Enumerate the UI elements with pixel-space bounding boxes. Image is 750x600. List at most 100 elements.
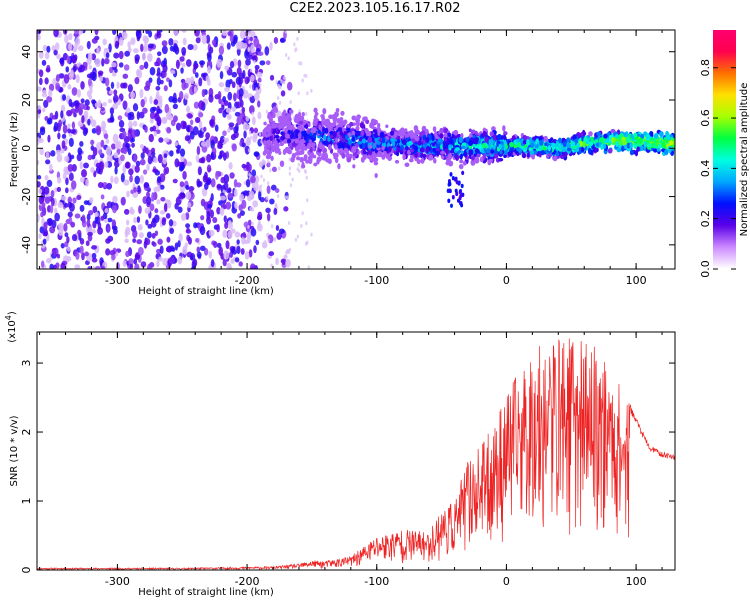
- heatmap-cell: [552, 155, 558, 162]
- heatmap-cell: [81, 214, 86, 224]
- colorbar-swatch: [713, 41, 736, 45]
- heatmap-cell: [122, 260, 127, 267]
- heatmap-cell: [251, 111, 254, 116]
- heatmap-cell: [248, 172, 251, 177]
- heatmap-cell: [249, 263, 256, 269]
- heatmap-cell: [431, 142, 436, 147]
- snr-x-tick-label: -300: [105, 575, 130, 588]
- heatmap-cell: [337, 163, 341, 170]
- heatmap-cell: [295, 145, 300, 152]
- heatmap-cell: [596, 131, 601, 137]
- heatmap-cell: [300, 138, 306, 144]
- heatmap-cell: [296, 234, 300, 239]
- heatmap-cell: [148, 133, 154, 143]
- heatmap-cell: [76, 153, 83, 162]
- heatmap-cell: [626, 136, 630, 143]
- heatmap-cell: [87, 118, 91, 126]
- heatmap-cell: [154, 230, 159, 237]
- heatmap-cell: [482, 130, 487, 137]
- heatmap-cell: [104, 208, 109, 214]
- heatmap-cell: [481, 142, 487, 149]
- colorbar-swatch: [713, 103, 736, 107]
- heatmap-cell: [261, 132, 267, 138]
- heatmap-cell: [312, 121, 318, 127]
- heatmap-cell: [164, 103, 170, 114]
- heatmap-cell: [298, 125, 303, 131]
- heatmap-cell: [482, 153, 487, 160]
- heatmap-cell: [236, 67, 242, 76]
- heatmap-cell: [137, 223, 143, 231]
- heatmap-cell: [144, 207, 151, 214]
- heatmap-cell: [56, 186, 62, 192]
- heatmap-cell: [437, 138, 442, 143]
- colorbar-swatch: [713, 197, 736, 200]
- heatmap-cell: [257, 51, 264, 56]
- heatmap-cell: [283, 109, 287, 116]
- heatmap-cell: [70, 180, 77, 190]
- heatmap-cell: [112, 195, 118, 203]
- heatmap-cell: [241, 199, 247, 209]
- heatmap-cell: [284, 195, 287, 200]
- heatmap-cell: [498, 143, 502, 150]
- heatmap-cell: [71, 87, 78, 96]
- heatmap-cell: [493, 150, 499, 155]
- heatmap-cell: [198, 112, 204, 118]
- heatmap-cell: [547, 145, 551, 152]
- heatmap-cell: [55, 82, 61, 91]
- heatmap-cell: [474, 157, 480, 164]
- heatmap-cell: [129, 114, 135, 121]
- heatmap-cell: [262, 128, 267, 134]
- heatmap-cell: [206, 78, 211, 86]
- heatmap-cell: [351, 130, 356, 136]
- heatmap-frame: [36, 29, 676, 270]
- heatmap-cell: [59, 147, 65, 154]
- heatmap-cell: [298, 169, 301, 174]
- heatmap-cell: [221, 104, 225, 111]
- heatmap-cell: [53, 30, 59, 38]
- colorbar-swatch: [713, 141, 736, 145]
- heatmap-cell: [339, 135, 343, 141]
- colorbar-swatch: [713, 245, 736, 248]
- heatmap-cell: [255, 93, 258, 98]
- heatmap-cell: [262, 158, 265, 163]
- heatmap-cell: [162, 63, 168, 73]
- heatmap-cell: [177, 206, 183, 213]
- heatmap-cell: [618, 140, 622, 146]
- heatmap-cell: [244, 76, 250, 85]
- heatmap-cell: [435, 150, 440, 156]
- heatmap-cell: [373, 132, 379, 139]
- heatmap-cell: [284, 146, 290, 152]
- heatmap-cell: [156, 176, 162, 183]
- heatmap-cell: [572, 134, 577, 140]
- heatmap-cell: [368, 144, 373, 149]
- heatmap-cell: [645, 133, 651, 140]
- heatmap-cell: [88, 93, 93, 100]
- heatmap-cell: [220, 137, 225, 144]
- heatmap-cell: [259, 60, 266, 66]
- heatmap-cell: [120, 196, 126, 206]
- heatmap-cell: [39, 147, 44, 156]
- heatmap-cell: [104, 57, 110, 65]
- heatmap-cell: [337, 127, 343, 133]
- heatmap-cell: [497, 133, 502, 141]
- heatmap-cell: [164, 202, 168, 212]
- heatmap-cell: [101, 265, 106, 269]
- heatmap-cell: [123, 179, 130, 186]
- heatmap-cell: [113, 176, 119, 185]
- heatmap-cell: [630, 134, 634, 139]
- heatmap-cell: [282, 119, 287, 124]
- heatmap-cell: [111, 254, 116, 261]
- heatmap-cell: [551, 142, 556, 148]
- heatmap-cell: [105, 138, 110, 144]
- heatmap-cell: [189, 130, 195, 140]
- heatmap-cell: [80, 81, 85, 90]
- heatmap-cell: [282, 139, 288, 144]
- colorbar-swatch: [713, 213, 736, 216]
- heatmap-cell: [344, 134, 349, 140]
- heatmap-cell: [44, 77, 49, 85]
- heatmap-cell: [629, 142, 633, 149]
- heatmap-cell: [281, 114, 286, 119]
- heatmap-cell: [102, 38, 107, 46]
- heatmap-cell: [153, 99, 159, 106]
- colorbar-swatch: [713, 97, 736, 101]
